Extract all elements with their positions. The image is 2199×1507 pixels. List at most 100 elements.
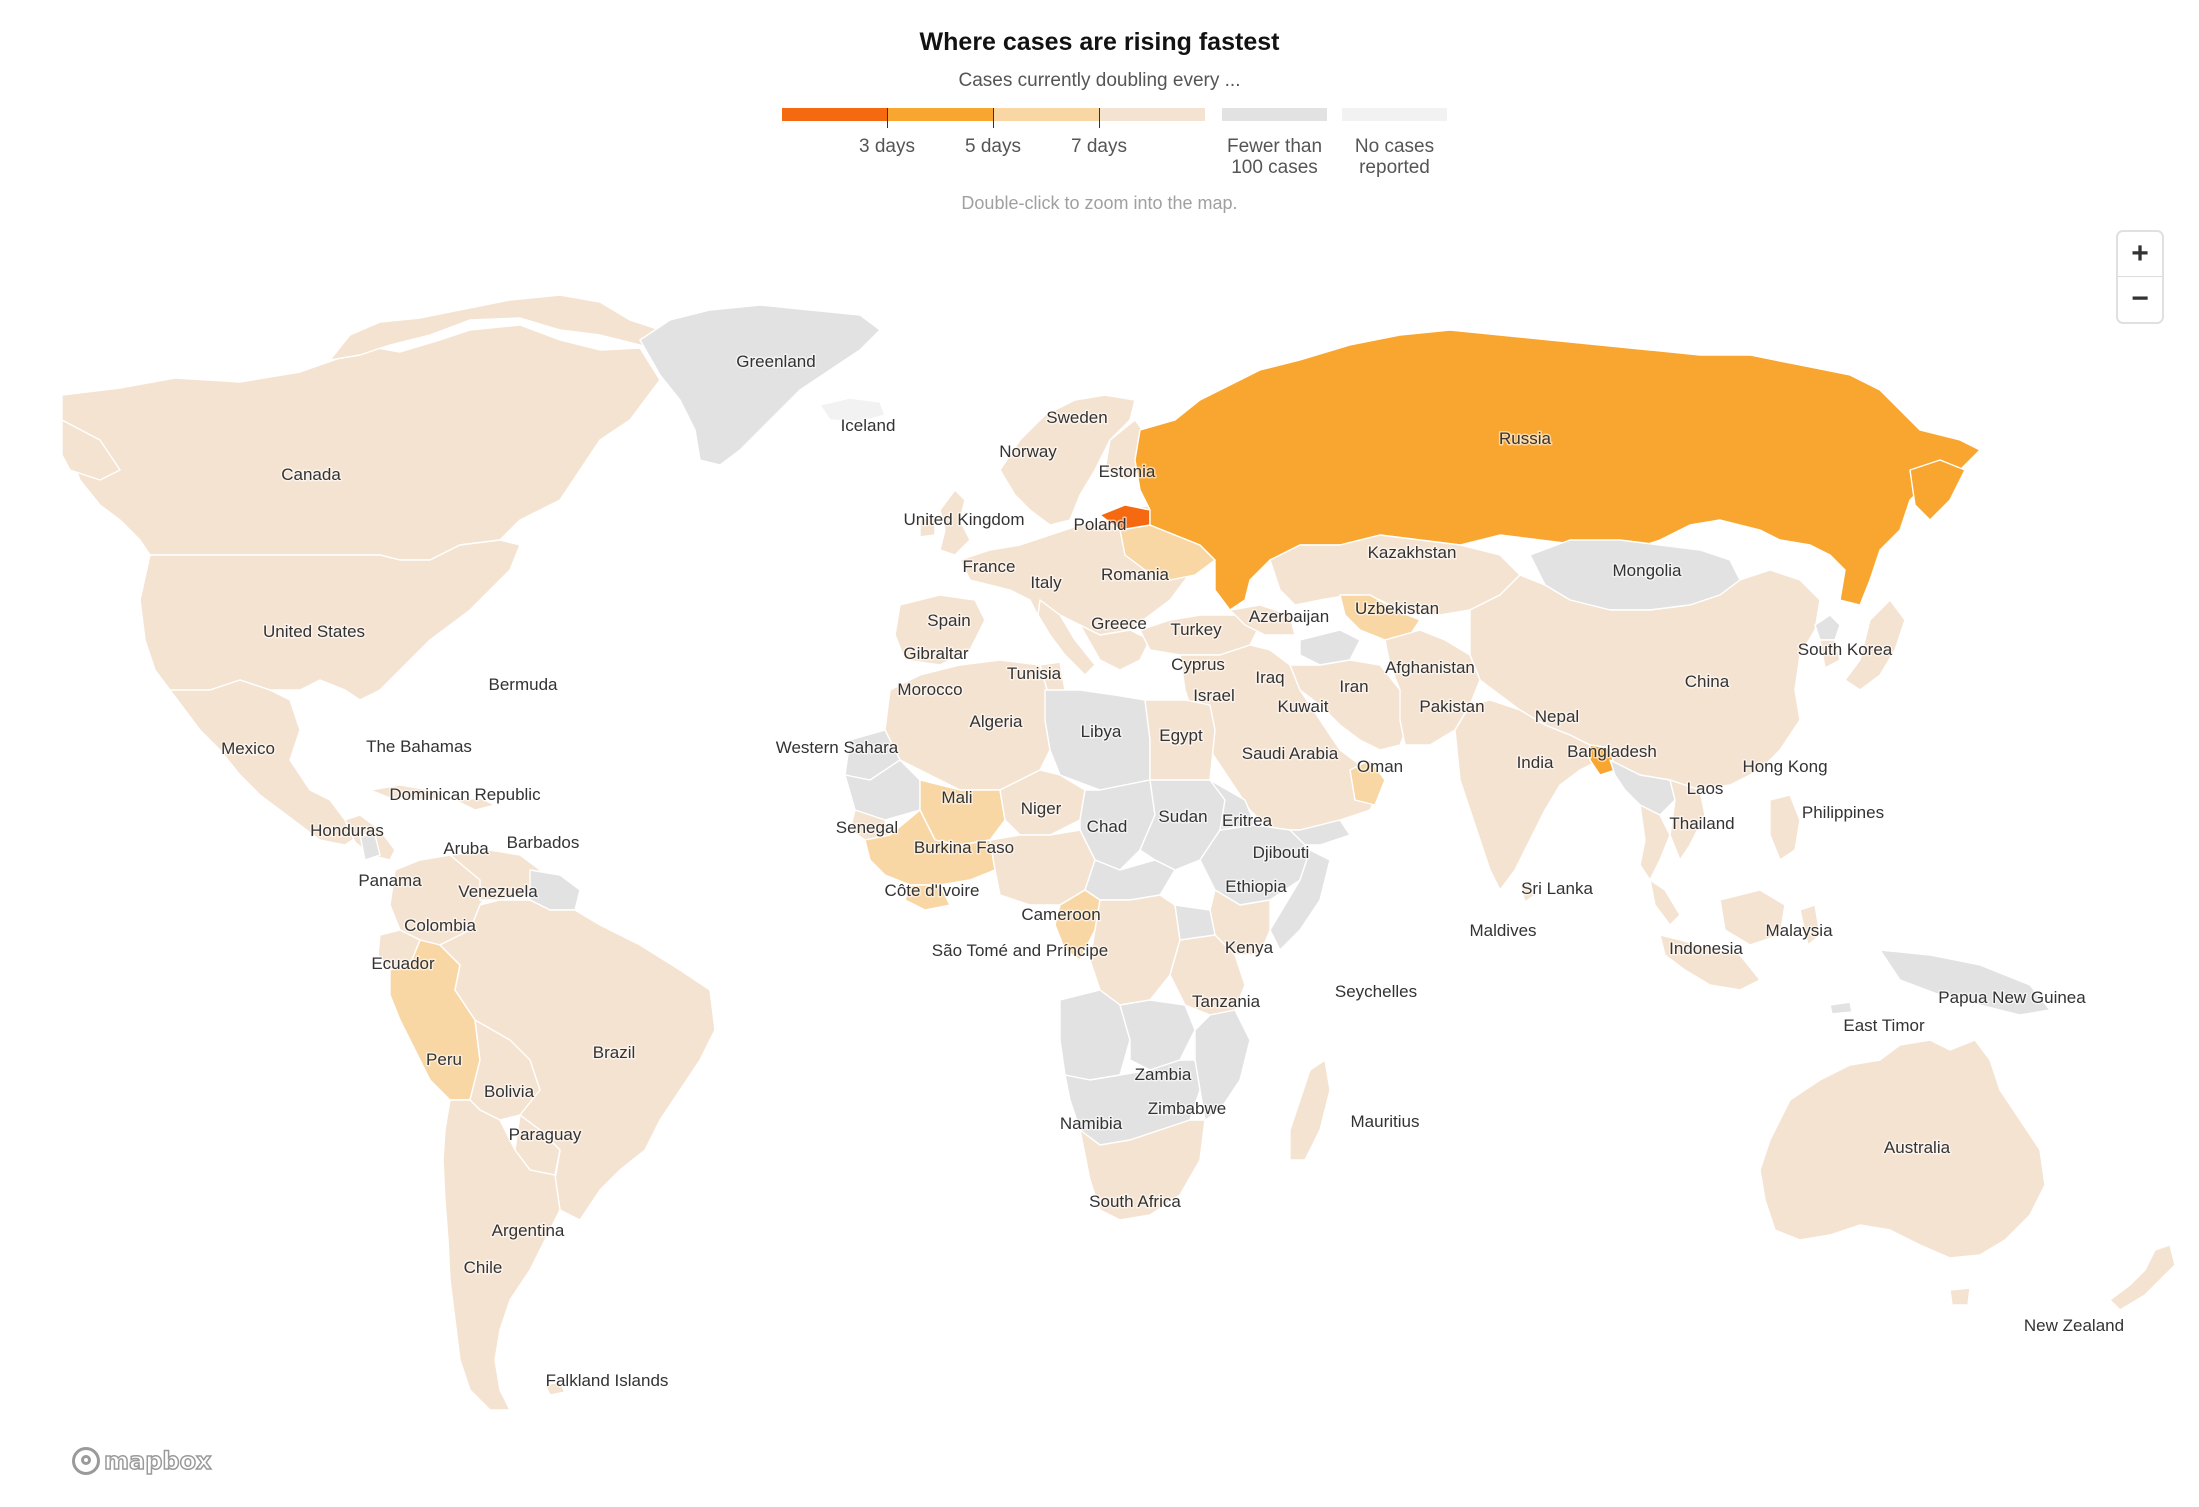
region-philippines[interactable] (1769, 794, 1801, 861)
region-alaska[interactable] (61, 419, 121, 481)
region-tasmania[interactable] (1949, 1287, 1971, 1306)
country-label-canada: Canada (281, 465, 341, 484)
region-russia[interactable] (1134, 329, 1981, 611)
legend-label-3-days: 3 days (859, 136, 915, 157)
country-label-egypt: Egypt (1159, 726, 1203, 745)
country-label-kazakhstan: Kazakhstan (1368, 543, 1457, 562)
country-label-hong-kong: Hong Kong (1742, 757, 1827, 776)
country-label-dominican-republic: Dominican Republic (389, 785, 541, 804)
region-new-zealand[interactable] (2109, 1244, 2176, 1311)
country-label-south-africa: South Africa (1089, 1192, 1181, 1211)
region-uk[interactable] (939, 489, 971, 556)
legend-bin-slow (1100, 108, 1205, 121)
region-australia[interactable] (1759, 1039, 2046, 1259)
mapbox-logo[interactable]: mapbox (72, 1444, 212, 1478)
country-label-india: India (1517, 753, 1554, 772)
region-south-africa[interactable] (1079, 1119, 1206, 1221)
legend: 3 days 5 days 7 days Fewer than 100 case… (782, 108, 1462, 188)
country-label-colombia: Colombia (404, 916, 476, 935)
region-balkans[interactable] (1079, 624, 1151, 671)
country-label-australia: Australia (1884, 1138, 1951, 1157)
country-label-tanzania: Tanzania (1192, 992, 1261, 1011)
country-label-niger: Niger (1021, 799, 1062, 818)
region-drc[interactable] (1089, 894, 1181, 1006)
country-label-east-timor: East Timor (1843, 1016, 1925, 1035)
region-united-states[interactable] (139, 539, 521, 701)
region-iceland[interactable] (819, 397, 886, 423)
region-nicaragua[interactable] (359, 834, 381, 861)
region-india[interactable] (1454, 699, 1601, 891)
region-italy[interactable] (1037, 599, 1096, 676)
region-borneo[interactable] (1719, 889, 1786, 946)
region-caucasus[interactable] (1229, 604, 1296, 636)
country-label-peru: Peru (426, 1050, 462, 1069)
region-car[interactable] (1084, 859, 1176, 901)
region-cuba[interactable] (369, 784, 451, 801)
country-label-zambia: Zambia (1135, 1065, 1192, 1084)
region-canada[interactable] (61, 324, 661, 561)
country-label-malaysia: Malaysia (1765, 921, 1833, 940)
region-cote-divoire[interactable] (904, 884, 951, 911)
legend-bin-medium (994, 108, 1099, 121)
legend-tick-3 (887, 108, 888, 128)
region-greenland[interactable] (639, 304, 881, 466)
region-uganda[interactable] (1174, 904, 1216, 941)
region-sri-lanka[interactable] (1519, 879, 1536, 903)
region-egypt[interactable] (1144, 699, 1216, 781)
region-east-timor[interactable] (1829, 1001, 1853, 1015)
country-label-italy: Italy (1030, 573, 1062, 592)
country-label-brazil: Brazil (593, 1043, 636, 1062)
country-label-afghanistan: Afghanistan (1385, 658, 1475, 677)
region-malaysia[interactable] (1649, 879, 1681, 926)
country-label-sri-lanka: Sri Lanka (1521, 879, 1593, 898)
region-hispaniola[interactable] (454, 797, 496, 811)
country-label-iceland: Iceland (841, 416, 896, 435)
region-gabon-congo[interactable] (1054, 889, 1101, 961)
region-chad[interactable] (1079, 779, 1156, 871)
region-sulawesi[interactable] (1799, 904, 1821, 946)
region-falklands[interactable] (544, 1381, 566, 1396)
legend-label-fewer: Fewer than 100 cases (1212, 136, 1337, 178)
country-label-barbados: Barbados (507, 833, 580, 852)
region-mozambique[interactable] (1194, 1009, 1251, 1121)
region-oman[interactable] (1349, 759, 1386, 806)
country-label-mauritius: Mauritius (1351, 1112, 1420, 1131)
country-label-azerbaijan: Azerbaijan (1249, 607, 1329, 626)
region-madagascar[interactable] (1289, 1059, 1331, 1161)
country-label-pakistan: Pakistan (1419, 697, 1484, 716)
country-label-honduras: Honduras (310, 821, 384, 840)
legend-bin-none (1342, 108, 1447, 121)
region-south-korea[interactable] (1819, 639, 1841, 669)
country-label-panama: Panama (358, 871, 422, 890)
country-label-chile: Chile (464, 1258, 503, 1277)
country-label-kenya: Kenya (1225, 938, 1274, 957)
country-label-romania: Romania (1101, 565, 1170, 584)
region-turkey[interactable] (1139, 614, 1261, 656)
country-label-china: China (1685, 672, 1730, 691)
region-iran[interactable] (1289, 659, 1411, 751)
region-japan[interactable] (1844, 599, 1906, 691)
region-bangladesh[interactable] (1589, 744, 1616, 776)
country-label-mali: Mali (941, 788, 972, 807)
country-label-chad: Chad (1087, 817, 1128, 836)
zoom-in-button[interactable]: + (2118, 232, 2162, 277)
region-somalia[interactable] (1269, 849, 1331, 951)
country-label-argentina: Argentina (492, 1221, 565, 1240)
region-kamchatka[interactable] (1909, 459, 1966, 521)
legend-tick-5 (993, 108, 994, 128)
region-vietnam[interactable] (1669, 779, 1706, 861)
region-new-guinea[interactable] (1879, 949, 2051, 1016)
mapbox-mark-icon (72, 1447, 100, 1475)
region-north-korea[interactable] (1814, 614, 1841, 641)
region-argentina-chile[interactable] (442, 1099, 561, 1411)
country-label-tunisia: Tunisia (1007, 664, 1062, 683)
region-ireland[interactable] (919, 514, 936, 538)
region-thailand[interactable] (1639, 804, 1671, 881)
region-iberia[interactable] (894, 594, 986, 666)
zoom-out-button[interactable]: − (2131, 282, 2149, 315)
zoom-control: + − (2118, 232, 2162, 322)
region-indonesia[interactable] (1659, 934, 1761, 991)
region-bolivia[interactable] (469, 1019, 541, 1121)
